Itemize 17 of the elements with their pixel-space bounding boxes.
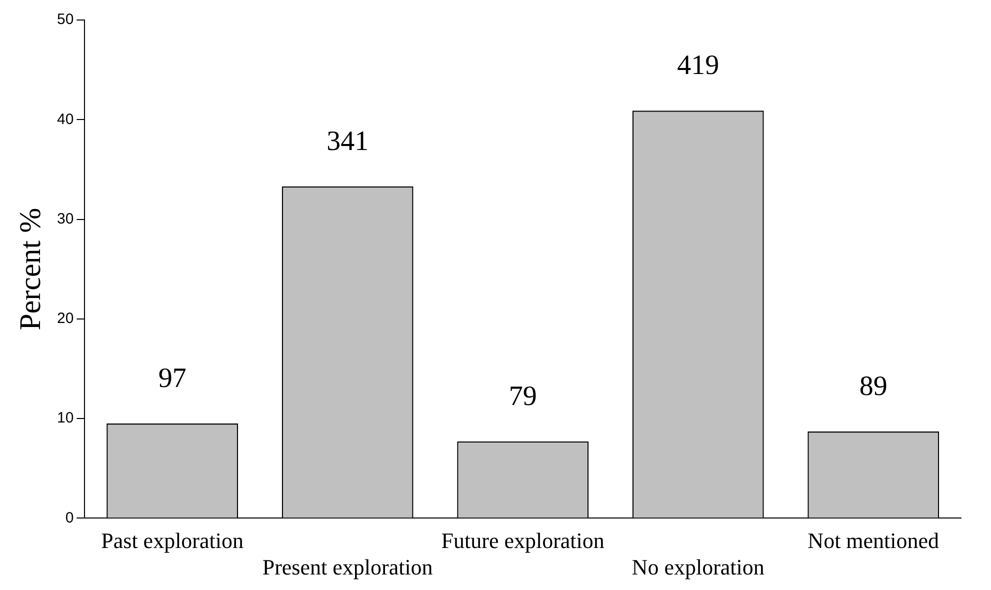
y-axis-title: Percent % [14,208,47,330]
y-tick-label: 20 [56,310,74,328]
x-tick-label: Past exploration [101,528,244,554]
x-tick-label: Present exploration [262,554,433,580]
x-tick-label: Future exploration [441,528,604,554]
annotation: 419 [677,50,720,82]
y-tick-label: 50 [56,11,74,28]
y-tick-label: 40 [56,110,74,128]
y-tick-label: 10 [56,410,74,427]
annotation: 79 [508,380,537,412]
annotation: 97 [158,362,186,394]
annotation: 89 [859,370,888,402]
x-tick-label: No exploration [632,554,764,580]
x-tick-label: Not mentioned [808,528,940,554]
y-tick-label: 30 [56,210,74,228]
annotation: 341 [326,126,369,157]
y-tick-label: 0 [65,509,74,526]
